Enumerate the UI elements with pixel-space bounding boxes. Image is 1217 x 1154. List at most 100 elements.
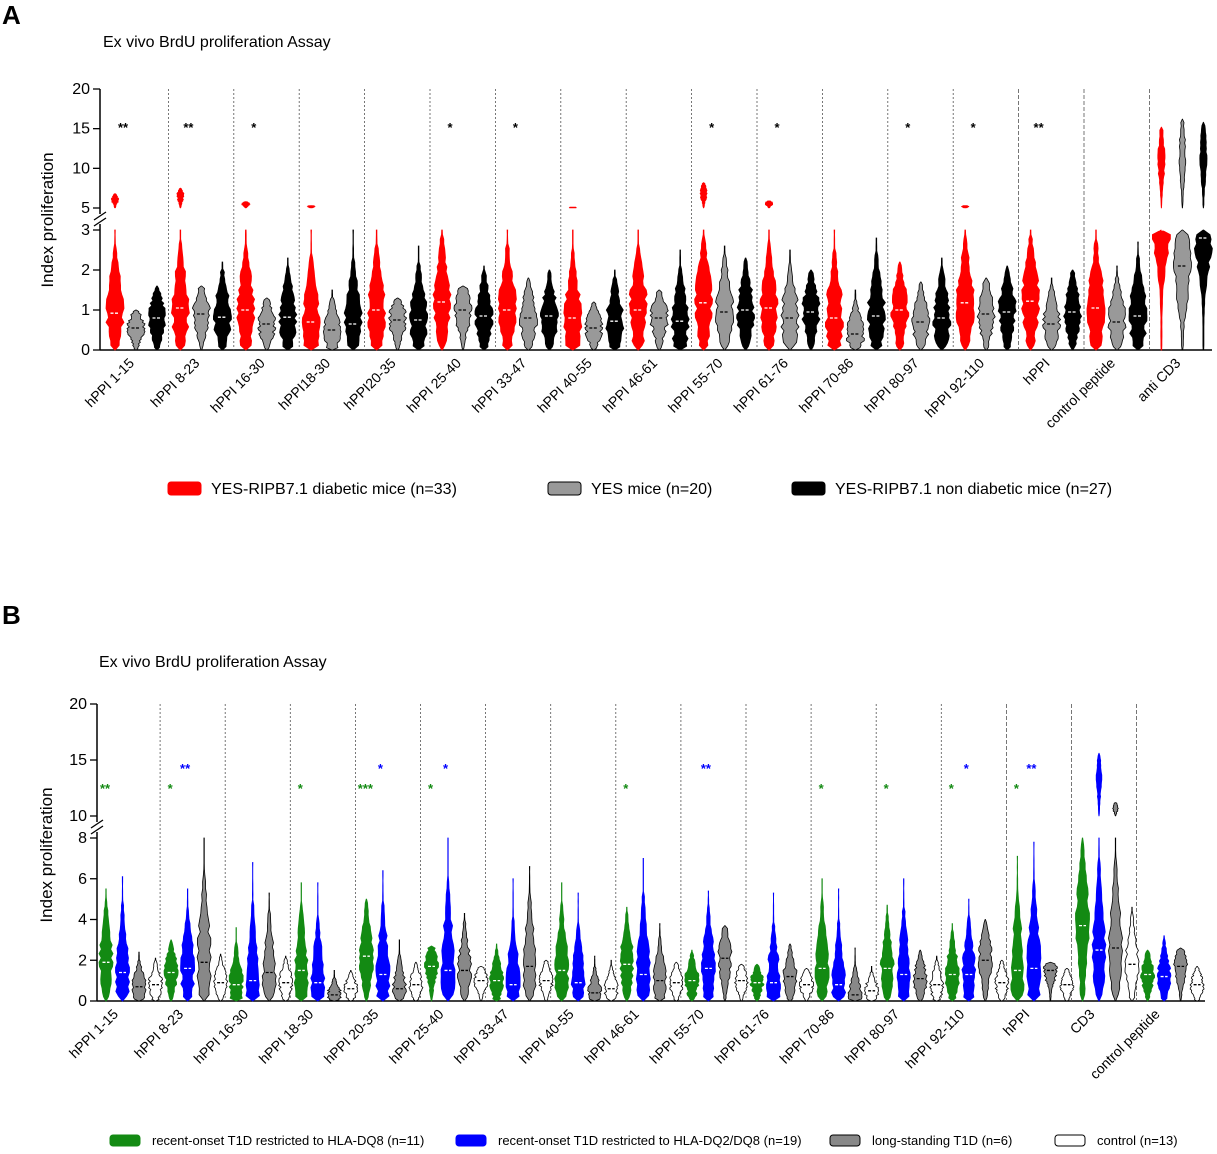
violin xyxy=(605,269,625,351)
violin xyxy=(554,882,570,1002)
axis-break-mark xyxy=(90,819,104,829)
category-label: hPPI 46-61 xyxy=(581,1006,642,1067)
category-label: hPPI 80-97 xyxy=(841,1006,902,1067)
violin xyxy=(126,309,146,351)
significance-marker-green: * xyxy=(298,781,304,796)
violin xyxy=(213,953,229,1002)
significance-marker-blue: * xyxy=(378,761,384,776)
violin xyxy=(358,898,374,1002)
category-label: hPPI xyxy=(1000,1006,1033,1039)
violin xyxy=(814,878,830,1002)
category-label: hPPI 25-40 xyxy=(403,355,464,416)
legend-swatch xyxy=(455,1134,487,1147)
significance-marker-blue: * xyxy=(964,761,970,776)
violin xyxy=(1021,229,1041,351)
violin xyxy=(1189,966,1205,1002)
axis-break-mark xyxy=(90,825,104,835)
category-label: hPPI 80-97 xyxy=(861,355,922,416)
y-tick-label: 0 xyxy=(78,993,87,1010)
violin xyxy=(375,870,391,1002)
y-tick-label: 5 xyxy=(81,200,90,217)
violin xyxy=(864,966,880,1002)
violin xyxy=(163,939,179,1002)
violin xyxy=(603,959,619,1002)
violin xyxy=(408,961,424,1002)
legend-swatch xyxy=(791,481,826,496)
violin-upper xyxy=(240,201,251,209)
category-label: hPPI 55-70 xyxy=(665,355,726,416)
category-label: hPPI 33-47 xyxy=(469,355,530,416)
category-label: hPPI 20-35 xyxy=(321,1006,382,1067)
category-label: anti CD3 xyxy=(1134,355,1184,405)
violin xyxy=(766,892,781,1002)
category-label: hPPI 92-110 xyxy=(902,1006,968,1072)
y-tick-label: 8 xyxy=(78,830,87,847)
violin-upper xyxy=(1199,121,1208,209)
violin xyxy=(278,955,294,1002)
significance-marker-green: * xyxy=(949,781,955,796)
violin xyxy=(343,970,359,1002)
category-label: hPPI 1-15 xyxy=(66,1006,121,1061)
violin-upper xyxy=(961,205,970,209)
significance-marker: * xyxy=(774,120,780,135)
category-label: hPPI 55-70 xyxy=(646,1006,707,1067)
significance-marker: * xyxy=(447,120,453,135)
category-label: hPPI 92-110 xyxy=(922,355,988,421)
y-tick-label: 3 xyxy=(81,222,90,239)
violin xyxy=(424,945,439,1002)
violin xyxy=(847,947,863,1002)
violin xyxy=(780,249,800,351)
violin xyxy=(343,229,363,351)
category-label: CD3 xyxy=(1066,1006,1097,1037)
category-label: hPPI 61-76 xyxy=(730,355,791,416)
violin xyxy=(367,229,387,351)
legend-label: recent-onset T1D restricted to HLA-DQ2/D… xyxy=(498,1133,802,1148)
violin xyxy=(912,949,928,1002)
category-label: hPPI 40-55 xyxy=(534,355,595,416)
significance-marker-green: * xyxy=(1014,781,1020,796)
violin-upper xyxy=(1178,118,1187,209)
violin xyxy=(148,957,163,1002)
violin xyxy=(278,257,298,351)
y-tick-label: 2 xyxy=(81,262,90,279)
violin xyxy=(1042,277,1062,351)
panel-b-title: Ex vivo BrdU proliferation Assay xyxy=(99,654,327,671)
violin xyxy=(1156,935,1172,1002)
axis-break-mark xyxy=(93,217,107,227)
violin xyxy=(929,955,945,1002)
violin xyxy=(782,943,798,1002)
violin xyxy=(890,261,910,351)
category-label: hPPI 70-86 xyxy=(796,355,857,416)
y-tick-label: 15 xyxy=(72,121,90,138)
violin xyxy=(170,229,190,351)
violin-upper xyxy=(176,187,185,209)
violin xyxy=(733,963,749,1002)
significance-marker-green: * xyxy=(819,781,825,796)
panel-b-letter: B xyxy=(2,600,21,630)
violin xyxy=(670,249,690,351)
significance-marker-green: * xyxy=(623,781,629,796)
violin-upper xyxy=(306,205,316,209)
violin xyxy=(453,285,473,351)
violin xyxy=(635,858,651,1002)
legend-label: control (n=13) xyxy=(1097,1133,1178,1148)
significance-marker: ** xyxy=(183,120,194,135)
violin xyxy=(997,265,1017,351)
violin xyxy=(669,961,684,1002)
violin xyxy=(1128,241,1148,351)
violin xyxy=(563,229,583,351)
category-label: hPPI 16-30 xyxy=(207,355,268,416)
y-tick-label: 6 xyxy=(78,871,87,888)
violin xyxy=(457,913,472,1002)
violin xyxy=(831,888,847,1002)
violin xyxy=(388,297,408,351)
violin-upper xyxy=(1095,752,1103,817)
y-tick-label: 2 xyxy=(78,952,87,969)
panel-a-ylabel: Index proliferation xyxy=(38,152,57,287)
violin xyxy=(759,229,779,351)
panel-a-title: Ex vivo BrdU proliferation Assay xyxy=(103,34,331,51)
category-label: hPPI 16-30 xyxy=(190,1006,251,1067)
category-label: hPPI 61-76 xyxy=(711,1006,772,1067)
